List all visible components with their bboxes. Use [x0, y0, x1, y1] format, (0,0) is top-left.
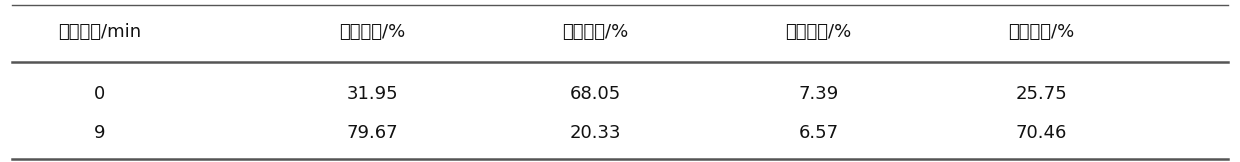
Text: 25.75: 25.75 [1016, 85, 1068, 103]
Text: 6.57: 6.57 [799, 124, 838, 142]
Text: 尾煤产率/%: 尾煤产率/% [562, 23, 629, 41]
Text: 0: 0 [93, 85, 105, 103]
Text: 7.39: 7.39 [799, 85, 838, 103]
Text: 20.33: 20.33 [569, 124, 621, 142]
Text: 尾煤灰分/%: 尾煤灰分/% [1008, 23, 1075, 41]
Text: 9: 9 [93, 124, 105, 142]
Text: 70.46: 70.46 [1016, 124, 1068, 142]
Text: 精煤灰分/%: 精煤灰分/% [785, 23, 852, 41]
Text: 改性时间/min: 改性时间/min [57, 23, 141, 41]
Text: 79.67: 79.67 [346, 124, 398, 142]
Text: 31.95: 31.95 [346, 85, 398, 103]
Text: 68.05: 68.05 [569, 85, 621, 103]
Text: 精煤产率/%: 精煤产率/% [339, 23, 405, 41]
